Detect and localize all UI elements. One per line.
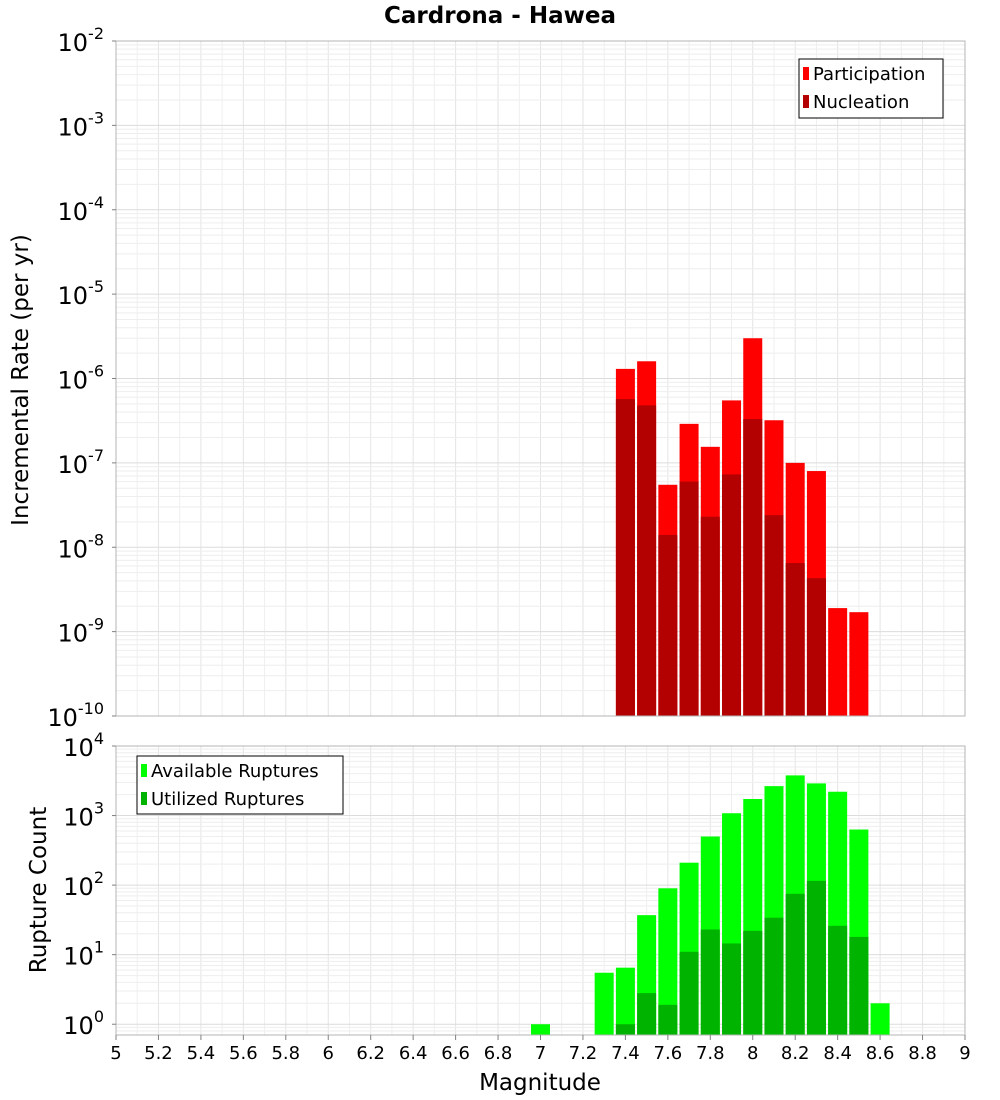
- x-tick-label: 9: [959, 1043, 970, 1064]
- bottom-y-axis-label: Rupture Count: [26, 807, 52, 973]
- bottom-bar-utilized-ruptures: [658, 1004, 678, 1035]
- bottom-bar-utilized-ruptures: [700, 929, 720, 1035]
- bottom-bar-available-ruptures: [615, 967, 635, 1035]
- bottom-bar-utilized-ruptures: [828, 925, 848, 1035]
- top-y-tick-label: 10-9: [58, 615, 105, 648]
- x-tick-label: 5.2: [144, 1043, 173, 1064]
- x-tick-label: 6.4: [399, 1043, 428, 1064]
- top-bar-nucleation: [806, 578, 826, 716]
- x-tick-label: 7.6: [654, 1043, 683, 1064]
- x-tick-label: 6.2: [356, 1043, 385, 1064]
- legend-swatch-participation: [803, 67, 809, 80]
- x-tick-label: 7.4: [611, 1043, 640, 1064]
- legend-label-participation: Participation: [813, 64, 925, 85]
- top-y-tick-label: 10-6: [58, 362, 105, 395]
- top-bar-participation: [828, 608, 848, 716]
- bottom-bar-available-ruptures: [531, 1024, 550, 1035]
- x-tick-label: 7.8: [696, 1043, 725, 1064]
- bottom-legend-box: [136, 755, 344, 815]
- bottom-bar-utilized-ruptures: [806, 880, 826, 1035]
- top-bar-nucleation: [743, 419, 763, 716]
- top-y-tick-label: 10-7: [58, 446, 105, 479]
- x-tick-label: 8.2: [781, 1043, 810, 1064]
- top-plot: 10-2 10-3 10-4 10-5 10-6 10-7 10-8 10-9 10-10: [47, 24, 966, 732]
- top-y-tick-label: 10-8: [58, 530, 105, 563]
- legend-label-available: Available Ruptures: [151, 761, 319, 782]
- bottom-bar-utilized-ruptures: [743, 930, 763, 1035]
- legend-label-utilized: Utilized Ruptures: [151, 789, 304, 810]
- x-tick-label: 6.6: [441, 1043, 470, 1064]
- x-tick-label: 7.2: [569, 1043, 598, 1064]
- top-y-tick-label: 10-2: [58, 24, 105, 57]
- top-bar-participation: [849, 612, 869, 716]
- x-tick-label: 5: [110, 1043, 121, 1064]
- x-tick-label: 5.8: [271, 1043, 300, 1064]
- top-bar-nucleation: [637, 405, 657, 716]
- top-bar-nucleation: [658, 534, 678, 716]
- top-y-tick-label: 10-3: [58, 108, 105, 141]
- bottom-y-tick-label: 104: [63, 729, 104, 762]
- legend-swatch-utilized: [141, 792, 147, 805]
- bottom-bar-utilized-ruptures: [637, 993, 657, 1035]
- top-bar-nucleation: [764, 515, 784, 716]
- chart-title: Cardrona - Hawea: [384, 3, 616, 29]
- top-bar-nucleation: [615, 399, 635, 716]
- x-tick-label: 7: [535, 1043, 546, 1064]
- x-tick-label: 6.8: [484, 1043, 513, 1064]
- top-bar-nucleation: [722, 474, 742, 716]
- top-legend: Participation Nucleation: [798, 58, 944, 119]
- x-tick-label: 8: [747, 1043, 758, 1064]
- top-y-tick-label: 10-5: [58, 277, 105, 310]
- top-legend-box: [798, 58, 944, 119]
- top-y-tick-label: 10-4: [58, 193, 105, 226]
- top-y-axis-label: Incremental Rate (per yr): [8, 234, 34, 526]
- top-bar-nucleation: [679, 481, 699, 716]
- bottom-plot: 104 103 102 101 100 5 5.2 5.4 5.6 5.8 6 6.2 6.4 6.6 6.…: [63, 729, 970, 1064]
- legend-swatch-available: [141, 764, 147, 777]
- bottom-bar-available-ruptures: [594, 972, 614, 1035]
- bottom-bar-utilized-ruptures: [615, 1024, 635, 1035]
- x-tick-label: 8.6: [866, 1043, 895, 1064]
- bottom-bar-utilized-ruptures: [679, 951, 699, 1035]
- x-tick-label: 8.4: [823, 1043, 852, 1064]
- bottom-bar-available-ruptures: [870, 1003, 890, 1035]
- legend-swatch-nucleation: [803, 95, 809, 108]
- x-tick-label: 6: [323, 1043, 334, 1064]
- bottom-legend: Available Ruptures Utilized Ruptures: [136, 755, 344, 815]
- bottom-bar-utilized-ruptures: [785, 893, 805, 1035]
- bottom-bar-utilized-ruptures: [722, 943, 742, 1035]
- bottom-bar-utilized-ruptures: [764, 917, 784, 1035]
- x-tick-label: 5.4: [187, 1043, 216, 1064]
- bottom-bar-utilized-ruptures: [849, 936, 869, 1035]
- x-axis-label: Magnitude: [479, 1070, 601, 1096]
- bottom-y-tick-label: 102: [63, 868, 104, 901]
- bottom-y-tick-label: 100: [63, 1007, 104, 1040]
- bottom-y-tick-label: 103: [63, 799, 104, 832]
- legend-label-nucleation: Nucleation: [813, 92, 909, 113]
- top-y-tick-label: 10-10: [47, 699, 104, 732]
- bottom-y-tick-label: 101: [63, 938, 104, 971]
- top-bar-nucleation: [700, 516, 720, 716]
- x-tick-label: 5.6: [229, 1043, 258, 1064]
- x-tick-label: 8.8: [908, 1043, 937, 1064]
- bottom-bar-available-ruptures: [658, 888, 678, 1035]
- top-bar-nucleation: [785, 563, 805, 716]
